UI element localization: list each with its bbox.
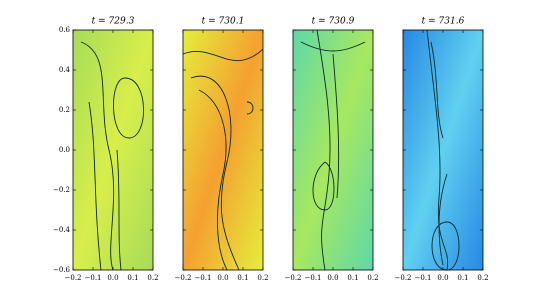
x-tick-label: −0.1 bbox=[85, 274, 102, 282]
y-tick-label: 0.6 bbox=[59, 26, 71, 34]
x-tick-label: −0.2 bbox=[175, 274, 192, 282]
x-tick-label: 0.2 bbox=[147, 274, 158, 282]
field-image bbox=[403, 30, 483, 270]
x-tick-label: 0.2 bbox=[477, 274, 488, 282]
streamline bbox=[332, 53, 340, 199]
x-tick-label: 0.2 bbox=[367, 274, 378, 282]
streamline bbox=[426, 29, 449, 271]
field-image bbox=[293, 30, 373, 270]
streamline bbox=[80, 41, 115, 271]
streamline bbox=[198, 89, 228, 271]
x-tick-label: −0.2 bbox=[395, 274, 412, 282]
streamline bbox=[312, 161, 335, 211]
panel-title: t = 731.6 bbox=[422, 17, 465, 27]
panel-title: t = 729.3 bbox=[92, 17, 135, 27]
y-tick-label: −0.4 bbox=[53, 226, 71, 234]
field-image bbox=[183, 30, 263, 270]
streamline bbox=[182, 48, 264, 62]
panel: t = 731.6 −0.2 −0.1 0.0 0.1 0.2 bbox=[395, 17, 489, 283]
y-tick-label: −0.2 bbox=[53, 186, 70, 194]
y-tick-label: 0.2 bbox=[59, 106, 70, 114]
x-tick-label: 0.1 bbox=[127, 274, 138, 282]
x-tick-label: −0.2 bbox=[65, 274, 82, 282]
y-tick-label: −0.6 bbox=[53, 266, 71, 274]
x-tick-label: −0.1 bbox=[305, 274, 322, 282]
x-tick-label: −0.2 bbox=[285, 274, 302, 282]
streamline bbox=[316, 29, 331, 271]
streamline bbox=[246, 101, 254, 115]
streamline bbox=[300, 41, 366, 52]
x-tick-label: 0.0 bbox=[327, 274, 338, 282]
streamline bbox=[113, 77, 144, 139]
x-tick-label: 0.1 bbox=[457, 274, 468, 282]
streamline bbox=[438, 173, 448, 266]
panel: t = 730.1 −0.2 −0.1 0.0 0.1 0.2 bbox=[175, 17, 269, 283]
x-tick-label: −0.1 bbox=[195, 274, 212, 282]
panel-title: t = 730.1 bbox=[202, 17, 245, 27]
x-tick-label: 0.0 bbox=[107, 274, 118, 282]
field-image bbox=[73, 30, 153, 270]
panel: t = 729.3−0.2 −0.1 0.0 0.1 0.2−0.6−0.4−0.20.… bbox=[53, 17, 159, 283]
streamline bbox=[190, 75, 240, 271]
panel: t = 730.9 −0.2 −0.1 0.0 0.1 0.2 bbox=[285, 17, 379, 283]
x-tick-label: −0.1 bbox=[415, 274, 432, 282]
streamline bbox=[88, 101, 102, 271]
x-tick-label: 0.1 bbox=[237, 274, 248, 282]
x-tick-label: 0.0 bbox=[217, 274, 228, 282]
x-tick-label: 0.0 bbox=[437, 274, 448, 282]
y-tick-label: 0.0 bbox=[59, 146, 70, 154]
x-tick-label: 0.2 bbox=[257, 274, 268, 282]
x-tick-label: 0.1 bbox=[347, 274, 358, 282]
streamline bbox=[430, 41, 444, 139]
panel-title: t = 730.9 bbox=[312, 17, 355, 27]
y-tick-label: 0.4 bbox=[59, 66, 71, 74]
streamline bbox=[116, 149, 122, 271]
